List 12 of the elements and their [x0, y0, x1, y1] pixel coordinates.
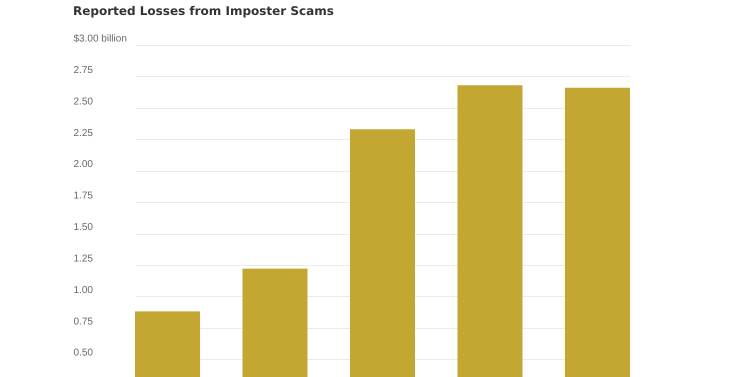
y-tick-label: $3.00 billion: [74, 34, 127, 44]
chart-title: Reported Losses from Imposter Scams: [73, 4, 334, 18]
y-tick-label: 2.00: [74, 159, 94, 170]
y-tick-label: 1.50: [74, 222, 94, 233]
y-tick-label: 0.75: [74, 316, 94, 328]
y-tick-label: 2.50: [74, 96, 94, 108]
y-tick-label: 0.50: [74, 348, 94, 359]
y-tick-label: 1.00: [74, 284, 94, 296]
y-tick-label: 2.25: [74, 128, 94, 139]
y-tick-label: 1.75: [74, 190, 94, 202]
y-tick-label: 1.25: [74, 253, 94, 264]
y-tick-label: 2.75: [74, 64, 94, 76]
